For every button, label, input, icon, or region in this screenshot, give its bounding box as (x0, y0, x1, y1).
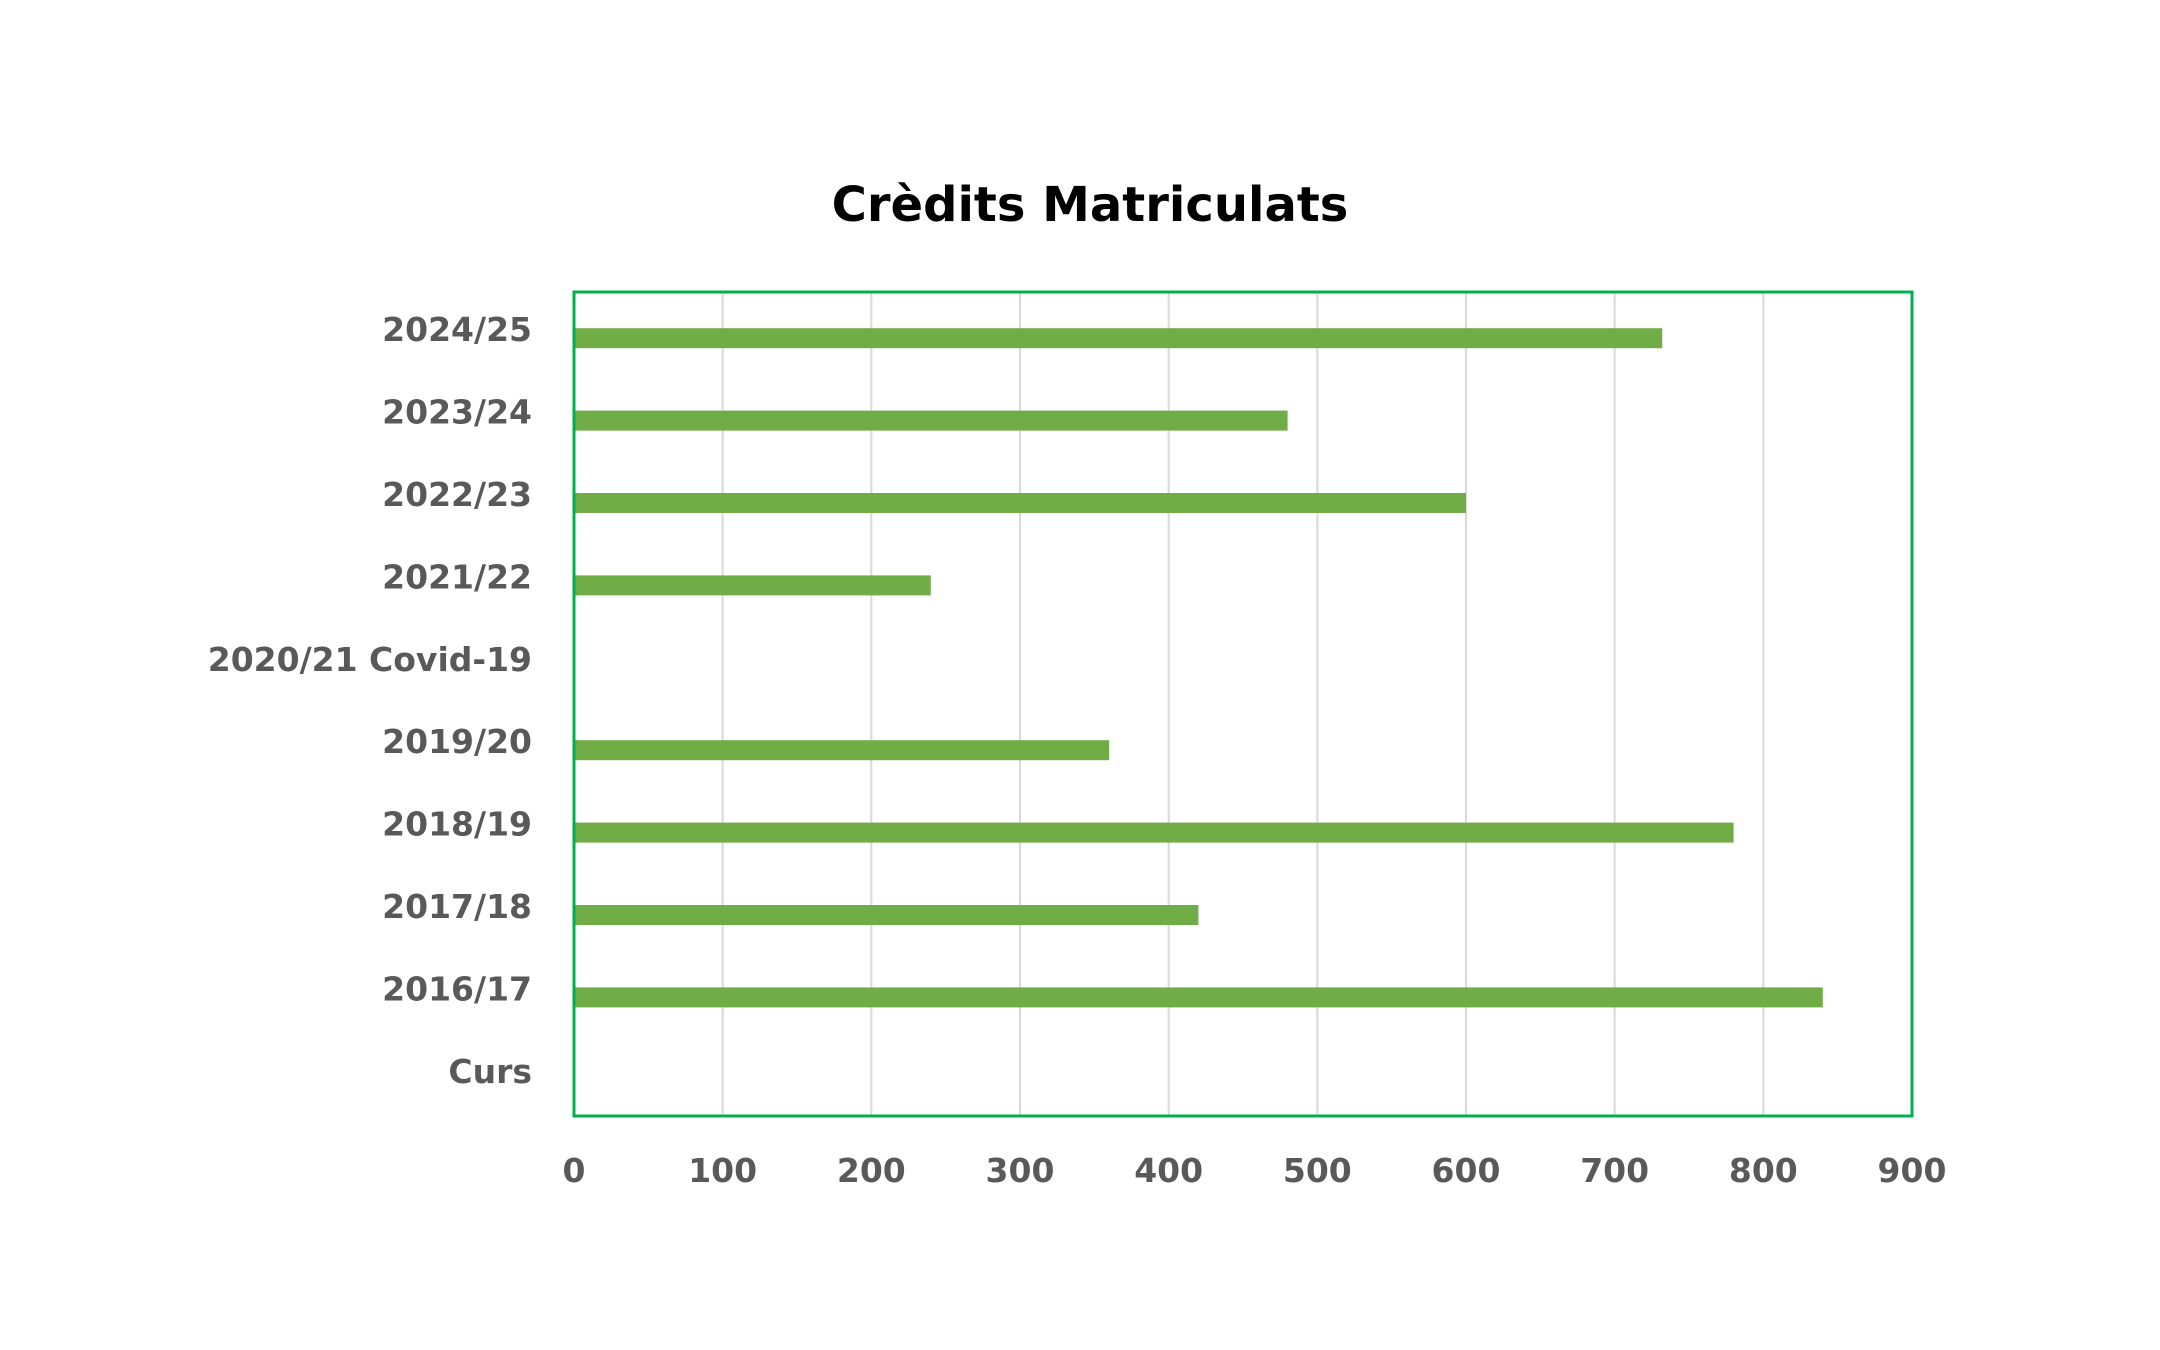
chart-title: Crèdits Matriculats (832, 177, 1349, 233)
bar (574, 905, 1199, 925)
category-label: 2024/25 (382, 310, 532, 349)
x-tick-label: 700 (1580, 1151, 1649, 1190)
x-tick-label: 300 (986, 1151, 1055, 1190)
category-label: 2017/18 (382, 887, 532, 926)
bar (574, 575, 931, 596)
category-label: 2021/22 (382, 557, 532, 596)
category-label: 2019/20 (382, 722, 532, 761)
category-label: 2022/23 (382, 475, 532, 514)
x-tick-label: 500 (1283, 1151, 1352, 1190)
x-tick-label: 100 (688, 1151, 757, 1190)
category-axis-labels: Curs 2016/17 2017/18 2018/19 2019/20 2020/21 … (208, 310, 532, 1091)
x-tick-label: 400 (1134, 1151, 1203, 1190)
category-label: Curs (448, 1052, 532, 1091)
bar (574, 822, 1734, 843)
bar (574, 740, 1110, 761)
category-label: 2016/17 (382, 969, 532, 1008)
x-tick-label: 900 (1878, 1151, 1947, 1190)
bar (574, 328, 1663, 349)
bar (574, 987, 1823, 1008)
value-axis-tick-labels: 0 100 200 300 400 500 600 700 800 900 (563, 1151, 1947, 1190)
x-tick-label: 200 (837, 1151, 906, 1190)
category-label: 2018/19 (382, 805, 532, 844)
plot-area-border (572, 290, 1914, 1118)
category-label: 2020/21 Covid-19 (208, 640, 532, 679)
x-tick-label: 600 (1432, 1151, 1501, 1190)
x-tick-label: 800 (1729, 1151, 1798, 1190)
bar (574, 410, 1288, 431)
bar (574, 493, 1466, 513)
bars (574, 328, 1823, 1008)
category-label: 2023/24 (382, 393, 532, 432)
x-tick-label: 0 (563, 1151, 586, 1190)
